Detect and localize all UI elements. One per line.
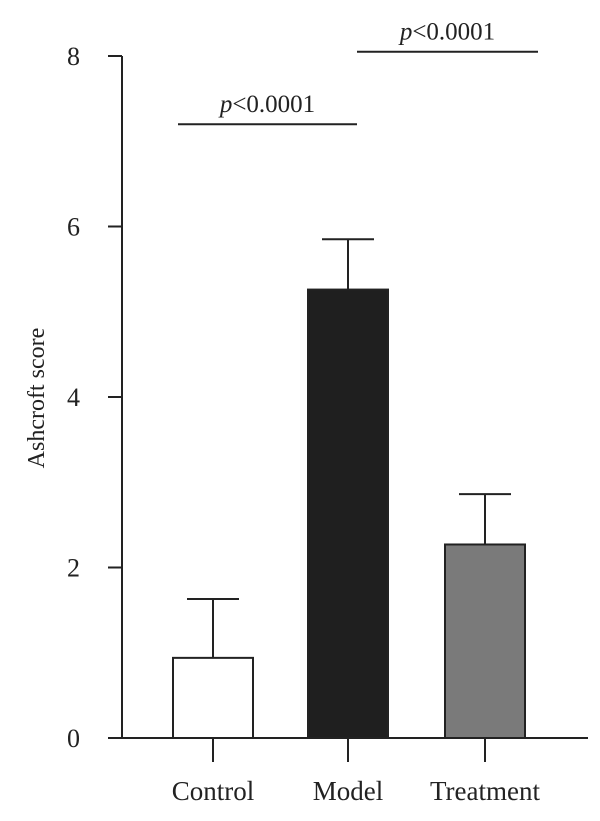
x-category-label-treatment: Treatment: [430, 776, 540, 806]
bar-model: [307, 288, 389, 739]
y-axis-title: Ashcroft score: [24, 328, 50, 469]
significance-annotations: p<0.0001 p<0.0001: [178, 19, 538, 126]
y-tick-label: 0: [67, 724, 80, 753]
significance-label: p<0.0001: [218, 91, 315, 118]
axes: 0 2 4 6 8 Control Model Treatment: [67, 42, 588, 806]
x-category-label-model: Model: [313, 776, 384, 806]
bar-control: [172, 656, 254, 739]
bar-treatment: [444, 543, 526, 739]
bars: [172, 238, 526, 739]
y-tick-label: 6: [67, 213, 80, 242]
y-tick-label: 2: [67, 554, 80, 583]
x-category-label-control: Control: [172, 776, 255, 806]
y-tick-label: 4: [67, 383, 80, 412]
significance-label: p<0.0001: [398, 19, 495, 46]
y-tick-label: 8: [67, 42, 80, 71]
